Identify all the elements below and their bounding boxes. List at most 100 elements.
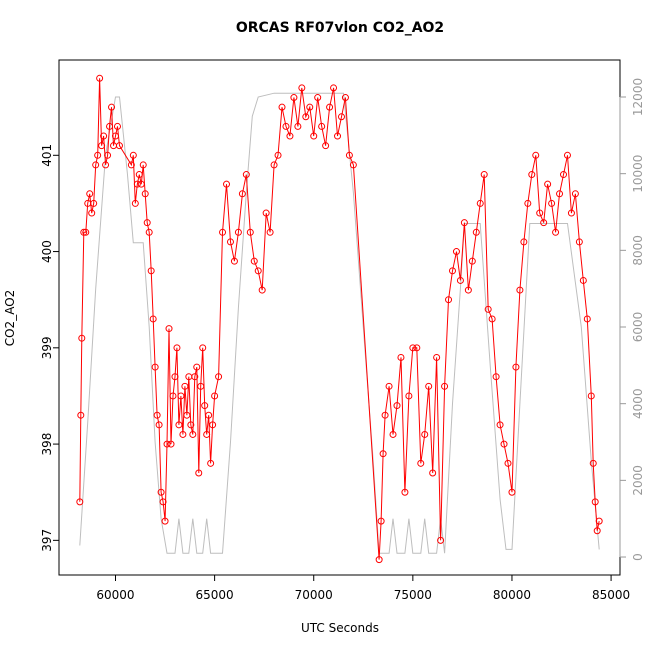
data-point [286, 132, 294, 140]
data-point [556, 190, 564, 198]
series-line [79, 78, 600, 560]
data-point [548, 199, 556, 207]
data-point [587, 392, 595, 400]
data-point [389, 430, 397, 438]
data-point [298, 84, 306, 92]
data-point [334, 132, 342, 140]
data-point [238, 190, 246, 198]
data-point [306, 103, 314, 111]
data-point [135, 171, 143, 179]
series-line [79, 92, 600, 554]
data-point [552, 228, 560, 236]
data-point [571, 190, 579, 198]
data-point [385, 382, 393, 390]
y-axis-label: CO2_AO2 [3, 290, 17, 347]
data-point [161, 517, 169, 525]
data-point [314, 94, 322, 102]
data-point [262, 209, 270, 217]
data-point [413, 344, 421, 352]
data-point [96, 74, 104, 82]
data-point [536, 209, 544, 217]
y-tick-label: 400 [40, 240, 54, 263]
data-point [209, 421, 217, 429]
data-point [452, 248, 460, 256]
y-tick-label: 397 [40, 529, 54, 552]
data-point [80, 228, 88, 236]
data-point [100, 132, 108, 140]
data-point [104, 151, 112, 159]
data-point [504, 459, 512, 467]
data-point [524, 199, 532, 207]
x-tick-label: 85000 [592, 588, 630, 602]
data-point [330, 84, 338, 92]
data-point [181, 382, 189, 390]
data-point [318, 122, 326, 130]
data-point [567, 209, 575, 217]
data-point [92, 161, 100, 169]
chart-title: ORCAS RF07vlon CO2_AO2 [236, 20, 444, 36]
data-point [131, 199, 139, 207]
data-point [266, 228, 274, 236]
data-point [219, 228, 227, 236]
x-tick-label: 60000 [96, 588, 134, 602]
data-point [102, 161, 110, 169]
data-point [165, 325, 173, 333]
data-point [129, 151, 137, 159]
data-point [290, 94, 298, 102]
data-point [484, 305, 492, 313]
x-tick-label: 65000 [196, 588, 234, 602]
data-point [113, 122, 121, 130]
data-point [375, 556, 383, 564]
data-point [278, 103, 286, 111]
data-point [341, 94, 349, 102]
data-point [76, 498, 84, 506]
data-point [595, 517, 603, 525]
data-point [78, 334, 86, 342]
data-point [149, 315, 157, 323]
data-point [173, 344, 181, 352]
data-point [294, 122, 302, 130]
data-point [179, 430, 187, 438]
y-tick-label: 401 [40, 144, 54, 167]
data-point [381, 411, 389, 419]
data-point [139, 161, 147, 169]
data-point [488, 315, 496, 323]
data-point [540, 219, 548, 227]
data-point [77, 411, 85, 419]
data-point [282, 122, 290, 130]
data-point [441, 382, 449, 390]
data-point [203, 430, 211, 438]
data-point [425, 382, 433, 390]
data-point [433, 353, 441, 361]
data-point [177, 392, 185, 400]
data-point [127, 161, 135, 169]
y2-tick-label: 12000 [631, 78, 645, 116]
data-point [159, 498, 167, 506]
data-point [274, 151, 282, 159]
data-point [205, 411, 213, 419]
data-point [226, 238, 234, 246]
data-point [337, 113, 345, 121]
data-point [215, 373, 223, 381]
data-point [88, 209, 96, 217]
data-point [270, 161, 278, 169]
data-point [169, 392, 177, 400]
data-point [147, 267, 155, 275]
data-point [94, 151, 102, 159]
data-point [528, 171, 536, 179]
y2-tick-label: 6000 [631, 312, 645, 343]
data-point [167, 440, 175, 448]
x-tick-label: 80000 [493, 588, 531, 602]
data-point [141, 190, 149, 198]
y-tick-label: 398 [40, 433, 54, 456]
data-point [579, 276, 587, 284]
data-point [137, 180, 145, 188]
data-point [157, 488, 165, 496]
data-point [302, 113, 310, 121]
x-tick-label: 75000 [394, 588, 432, 602]
data-point [563, 151, 571, 159]
data-point [520, 238, 528, 246]
data-point [183, 411, 191, 419]
data-point [472, 228, 480, 236]
data-point [476, 199, 484, 207]
